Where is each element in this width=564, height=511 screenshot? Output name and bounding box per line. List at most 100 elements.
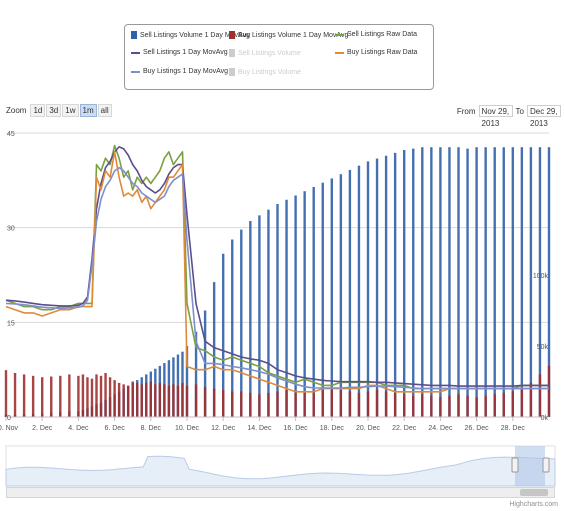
volume-bar: [90, 378, 94, 417]
volume-bar: [81, 374, 85, 417]
legend-label: Sell Listings Volume 1 Day MovAvg: [140, 31, 250, 39]
volume-bar: [194, 384, 198, 417]
volume-bar: [529, 382, 533, 417]
range-from-label: From: [456, 106, 476, 116]
legend-item[interactable]: Buy Listings Volume 1 Day MovAvg: [229, 31, 348, 39]
volume-bar: [484, 395, 487, 417]
volume-bar: [231, 239, 234, 417]
zoom-button[interactable]: all: [97, 103, 112, 117]
volume-bar: [240, 229, 243, 417]
legend-label: Buy Listings 1 Day MovAvg: [143, 68, 229, 75]
right-axis-label: 0k: [541, 415, 549, 422]
volume-bar: [267, 392, 270, 417]
series-line: [5, 151, 549, 393]
x-tick-label: 16. Dec: [284, 425, 309, 432]
legend-label: Buy Listings Raw Data: [347, 49, 418, 56]
x-tick-label: 10. Dec: [175, 425, 200, 432]
volume-bar: [339, 390, 343, 417]
volume-bar: [538, 374, 542, 417]
volume-bar: [520, 147, 524, 417]
navigator[interactable]: [5, 445, 556, 487]
legend-label: Sell Listings Raw Data: [347, 31, 418, 38]
zoom-button[interactable]: 3d: [46, 103, 62, 117]
volume-bar: [163, 384, 166, 417]
volume-bar: [4, 370, 8, 417]
volume-bar: [366, 161, 370, 417]
zoom-button[interactable]: 1m: [79, 103, 97, 117]
left-axis-label: 0: [7, 415, 11, 422]
range-from-input[interactable]: Nov 29, 2013: [478, 105, 513, 128]
legend-item[interactable]: Sell Listings Volume 1 Day MovAvg: [131, 31, 250, 39]
volume-bar: [520, 388, 524, 417]
zoom-button[interactable]: 1d: [30, 103, 46, 117]
legend-item[interactable]: Sell Listings Raw Data: [335, 31, 417, 38]
volume-bar: [393, 392, 397, 417]
range-to-input[interactable]: Dec 29, 2013: [527, 105, 561, 128]
volume-bar: [493, 394, 496, 417]
volume-bar: [457, 394, 460, 417]
volume-bar: [511, 147, 514, 417]
legend-item[interactable]: Sell Listings 1 Day MovAvg: [131, 49, 228, 56]
volume-bar: [375, 390, 379, 417]
volume-bar: [457, 147, 460, 417]
volume-bar: [122, 384, 125, 417]
volume-bar: [154, 384, 157, 417]
right-axis-label: 50k: [537, 344, 549, 351]
volume-bar: [131, 381, 134, 417]
volume-bar: [294, 391, 297, 417]
volume-bar: [108, 377, 112, 417]
zoom-button-group: 1d 3d 1w 1m all: [29, 103, 112, 117]
chart-legend: Sell Listings Volume 1 Day MovAvg Buy Lis…: [124, 24, 434, 90]
volume-bar: [68, 374, 71, 417]
volume-bar: [466, 148, 469, 417]
volume-bar: [181, 382, 184, 417]
legend-item[interactable]: Buy Listings 1 Day MovAvg: [131, 68, 228, 75]
x-tick-label: 20. Dec: [356, 425, 381, 432]
navigator-series: [5, 455, 556, 487]
x-tick-label: 28. Dec: [501, 425, 526, 432]
volume-bar: [149, 381, 152, 417]
volume-bar: [312, 186, 315, 417]
date-range-selector: From Nov 29, 2013 To Dec 29, 2013: [456, 104, 564, 128]
volume-bar: [194, 331, 198, 417]
volume-bar: [249, 392, 252, 417]
legend-item[interactable]: Sell Listings Volume: [229, 49, 301, 57]
legend-item[interactable]: Buy Listings Volume: [229, 68, 301, 76]
volume-bar: [412, 395, 415, 417]
volume-bar: [357, 165, 361, 417]
x-tick-label: 18. Dec: [320, 425, 345, 432]
volume-bar: [22, 374, 26, 417]
volume-bar: [475, 397, 478, 417]
scrollbar-thumb[interactable]: [520, 489, 548, 496]
volume-bar: [547, 147, 551, 417]
axes: 30. Nov 2. Dec 4. Dec 6. Dec 8. Dec 10. Dec 12…: [0, 131, 549, 432]
volume-bar: [95, 374, 98, 417]
volume-bar: [59, 375, 62, 417]
right-axis-label: 100k: [533, 273, 549, 280]
x-tick-label: 22. Dec: [392, 425, 417, 432]
volume-bar: [222, 390, 225, 417]
series-line: [5, 146, 549, 387]
legend-symbol: [335, 51, 344, 54]
volume-bar: [258, 394, 261, 417]
volume-bar: [448, 395, 451, 417]
volume-bar: [140, 384, 143, 417]
volume-bar: [466, 395, 469, 417]
volume-bar: [303, 392, 306, 417]
volume-bar: [240, 391, 243, 417]
volume-bar: [511, 391, 514, 417]
legend-symbol: [229, 31, 235, 39]
series-line: [5, 166, 549, 390]
navigator-scrollbar[interactable]: [6, 487, 555, 498]
legend-symbol: [335, 33, 344, 36]
x-tick-label: 24. Dec: [428, 425, 453, 432]
volume-bar: [502, 392, 505, 417]
zoom-controls: Zoom 1d 3d 1w 1m all: [6, 103, 112, 117]
zoom-button[interactable]: 1w: [62, 103, 79, 117]
volume-bar: [258, 215, 261, 417]
volume-bar: [104, 372, 107, 417]
volume-bar: [357, 392, 361, 417]
volume-bar: [339, 174, 343, 417]
x-tick-label: 6. Dec: [104, 425, 125, 432]
legend-item[interactable]: Buy Listings Raw Data: [335, 49, 417, 56]
